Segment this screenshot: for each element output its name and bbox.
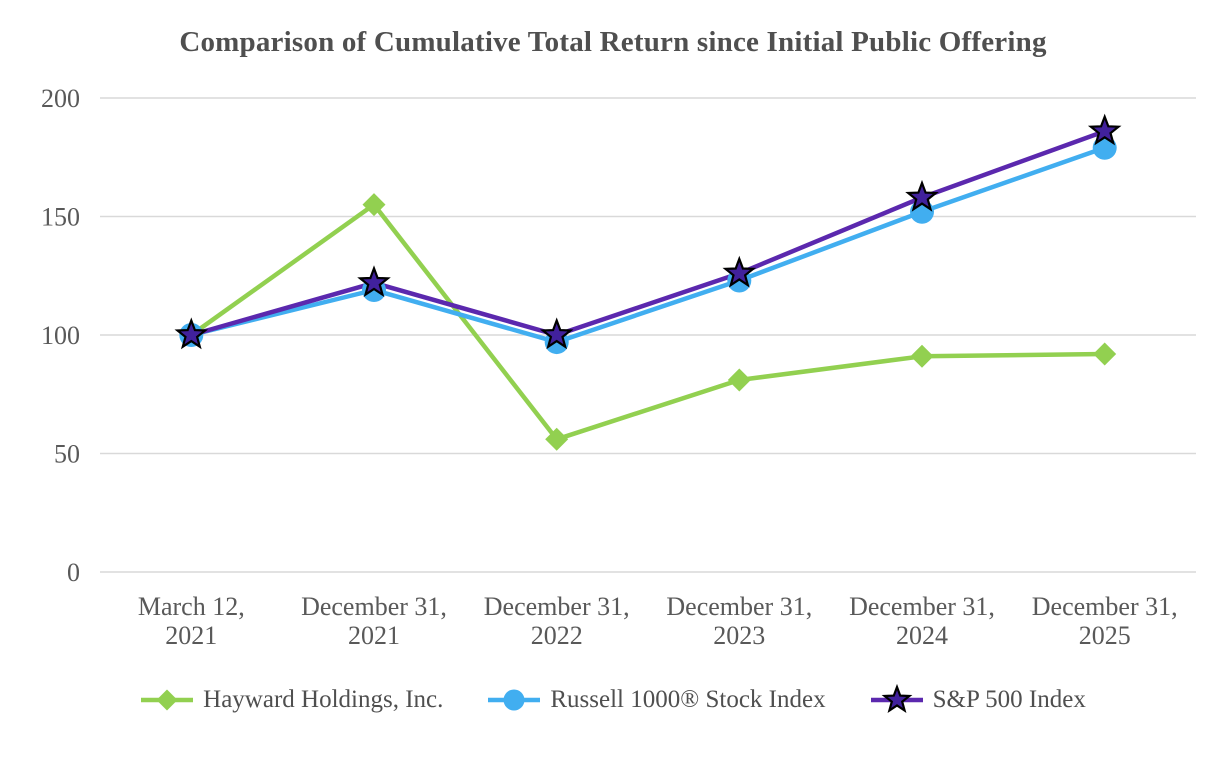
legend-label: Hayward Holdings, Inc. (203, 686, 444, 713)
x-tick-label: December 31, 2022 (484, 592, 630, 650)
legend-item: S&P 500 Index (870, 683, 1086, 717)
star-marker (1087, 113, 1122, 146)
legend-marker (488, 689, 541, 711)
legend-marker (870, 683, 923, 714)
legend-label: Russell 1000® Stock Index (550, 686, 826, 713)
y-tick-label: 150 (41, 203, 80, 232)
star-marker (905, 179, 939, 212)
diamond-marker (1093, 342, 1117, 366)
star-marker (357, 265, 391, 298)
star-marker (174, 317, 209, 350)
x-tick-label: March 12, 2021 (138, 592, 245, 650)
series-line (190, 145, 1106, 345)
y-tick-label: 200 (41, 84, 80, 113)
series-line (190, 129, 1106, 338)
diamond-marker (362, 193, 386, 217)
chart-title: Comparison of Cumulative Total Return si… (179, 26, 1047, 58)
diamond-marker (156, 689, 178, 711)
diamond-marker (545, 427, 569, 451)
star-marker (722, 255, 757, 288)
x-tick-label: December 31, 2024 (849, 592, 995, 650)
legend-item: Russell 1000® Stock Index (487, 683, 826, 717)
diamond-marker (727, 368, 751, 392)
y-tick-label: 0 (67, 558, 80, 587)
legend-label: S&P 500 Index (932, 686, 1086, 713)
legend-marker (141, 689, 194, 711)
x-tick-label: December 31, 2023 (666, 592, 812, 650)
circle-marker (503, 689, 525, 711)
y-tick-label: 100 (41, 321, 80, 350)
diamond-marker (910, 344, 934, 368)
x-tick-label: December 31, 2025 (1032, 592, 1178, 650)
x-tick-label: December 31, 2021 (301, 592, 447, 650)
y-tick-label: 50 (54, 440, 80, 469)
legend-item: Hayward Holdings, Inc. (140, 683, 443, 717)
series-line (189, 202, 1105, 442)
star-marker (881, 683, 913, 714)
chart-legend: Hayward Holdings, Inc. Russell 1000® Stoc… (0, 674, 1226, 726)
star-marker (539, 317, 574, 350)
